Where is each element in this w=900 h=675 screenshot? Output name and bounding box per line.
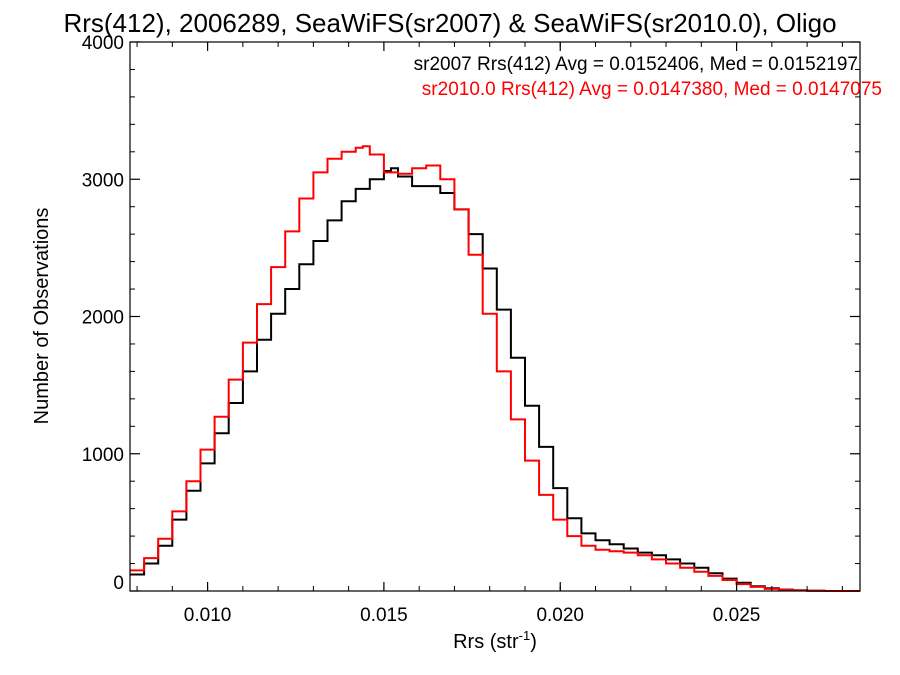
x-tick-label: 0.010 [184, 605, 232, 626]
x-axis-label-main: Rrs (str [453, 631, 519, 653]
y-tick-label: 2000 [82, 308, 124, 329]
x-tick-label: 0.025 [713, 605, 761, 626]
y-tick-label: 4000 [82, 33, 124, 54]
chart-title: Rrs(412), 2006289, SeaWiFS(sr2007) & Sea… [63, 8, 836, 38]
plot-frame [129, 41, 861, 592]
y-axis: 0 1000 2000 3000 4000 [82, 33, 860, 594]
x-axis-label-close: ) [530, 631, 537, 653]
x-tick-label: 0.015 [360, 605, 408, 626]
x-tick-label: 0.020 [536, 605, 584, 626]
series-line-1 [130, 145, 860, 592]
x-axis: 0.010 0.015 0.020 0.025 [136, 42, 843, 626]
y-tick-label: 1000 [82, 445, 124, 466]
series-line-0 [130, 167, 860, 592]
y-tick-label: 3000 [82, 170, 124, 191]
legend-entry-sr2007: sr2007 Rrs(412) Avg = 0.0152406, Med = 0… [414, 54, 858, 75]
x-axis-label: Rrs (str-1) [453, 628, 537, 653]
y-tick-label: 0 [113, 573, 124, 594]
legend-entry-sr2010: sr2010.0 Rrs(412) Avg = 0.0147380, Med =… [422, 79, 882, 100]
y-axis-label: Number of Observations [31, 208, 53, 425]
series-group [130, 145, 860, 592]
x-axis-label-superscript: -1 [519, 628, 531, 643]
